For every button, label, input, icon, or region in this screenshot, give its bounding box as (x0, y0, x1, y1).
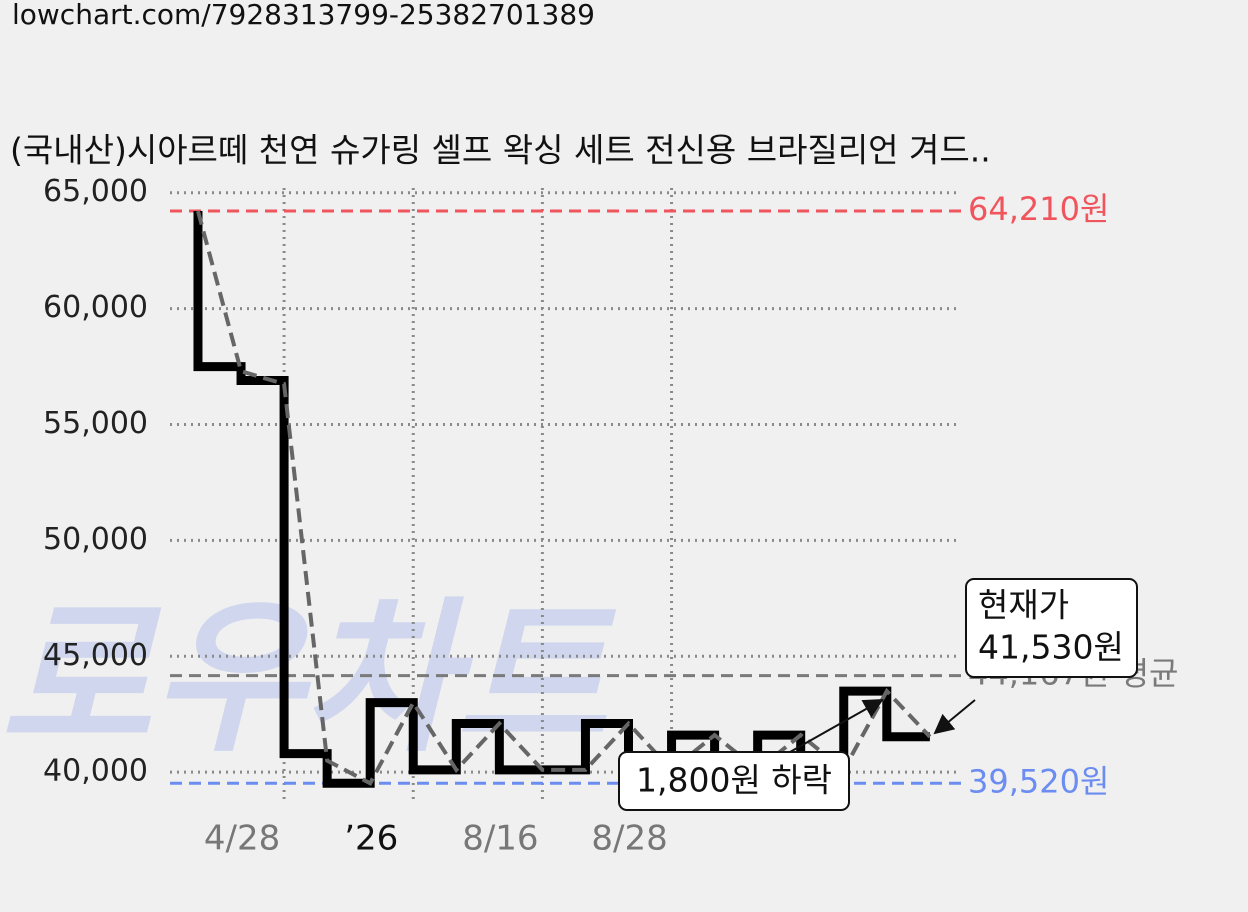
y-tick-label: 50,000 (43, 522, 148, 557)
reference-label: 64,210원 (968, 190, 1109, 228)
annotation-arrow (789, 699, 884, 753)
annotation-text: 41,530원 (978, 628, 1124, 667)
x-tick-label: ’26 (344, 819, 398, 859)
y-tick-label: 65,000 (43, 174, 148, 209)
y-tick-label: 40,000 (43, 754, 148, 789)
reference-label: 39,520원 (968, 762, 1109, 800)
y-tick-label: 45,000 (43, 638, 148, 673)
x-tick-label: 8/28 (591, 819, 667, 859)
x-tick-label: 8/16 (462, 819, 538, 859)
chart-title: (국내산)시아르떼 천연 슈가링 셀프 왁싱 세트 전신용 브라질리언 겨드.. (10, 131, 991, 170)
annotation-text: 1,800원 하락 (636, 761, 832, 800)
watermark: 로우차트 (0, 582, 616, 774)
annotation-arrow (933, 699, 976, 735)
y-tick-label: 60,000 (43, 290, 148, 325)
url: lowchart.com/7928313799-25382701389 (12, 0, 595, 31)
annotation-text: 현재가 (978, 586, 1069, 625)
x-tick-label: 4/28 (204, 819, 280, 859)
annotation-box (618, 751, 850, 811)
y-tick-label: 55,000 (43, 406, 148, 441)
annotation-box (965, 578, 1138, 678)
